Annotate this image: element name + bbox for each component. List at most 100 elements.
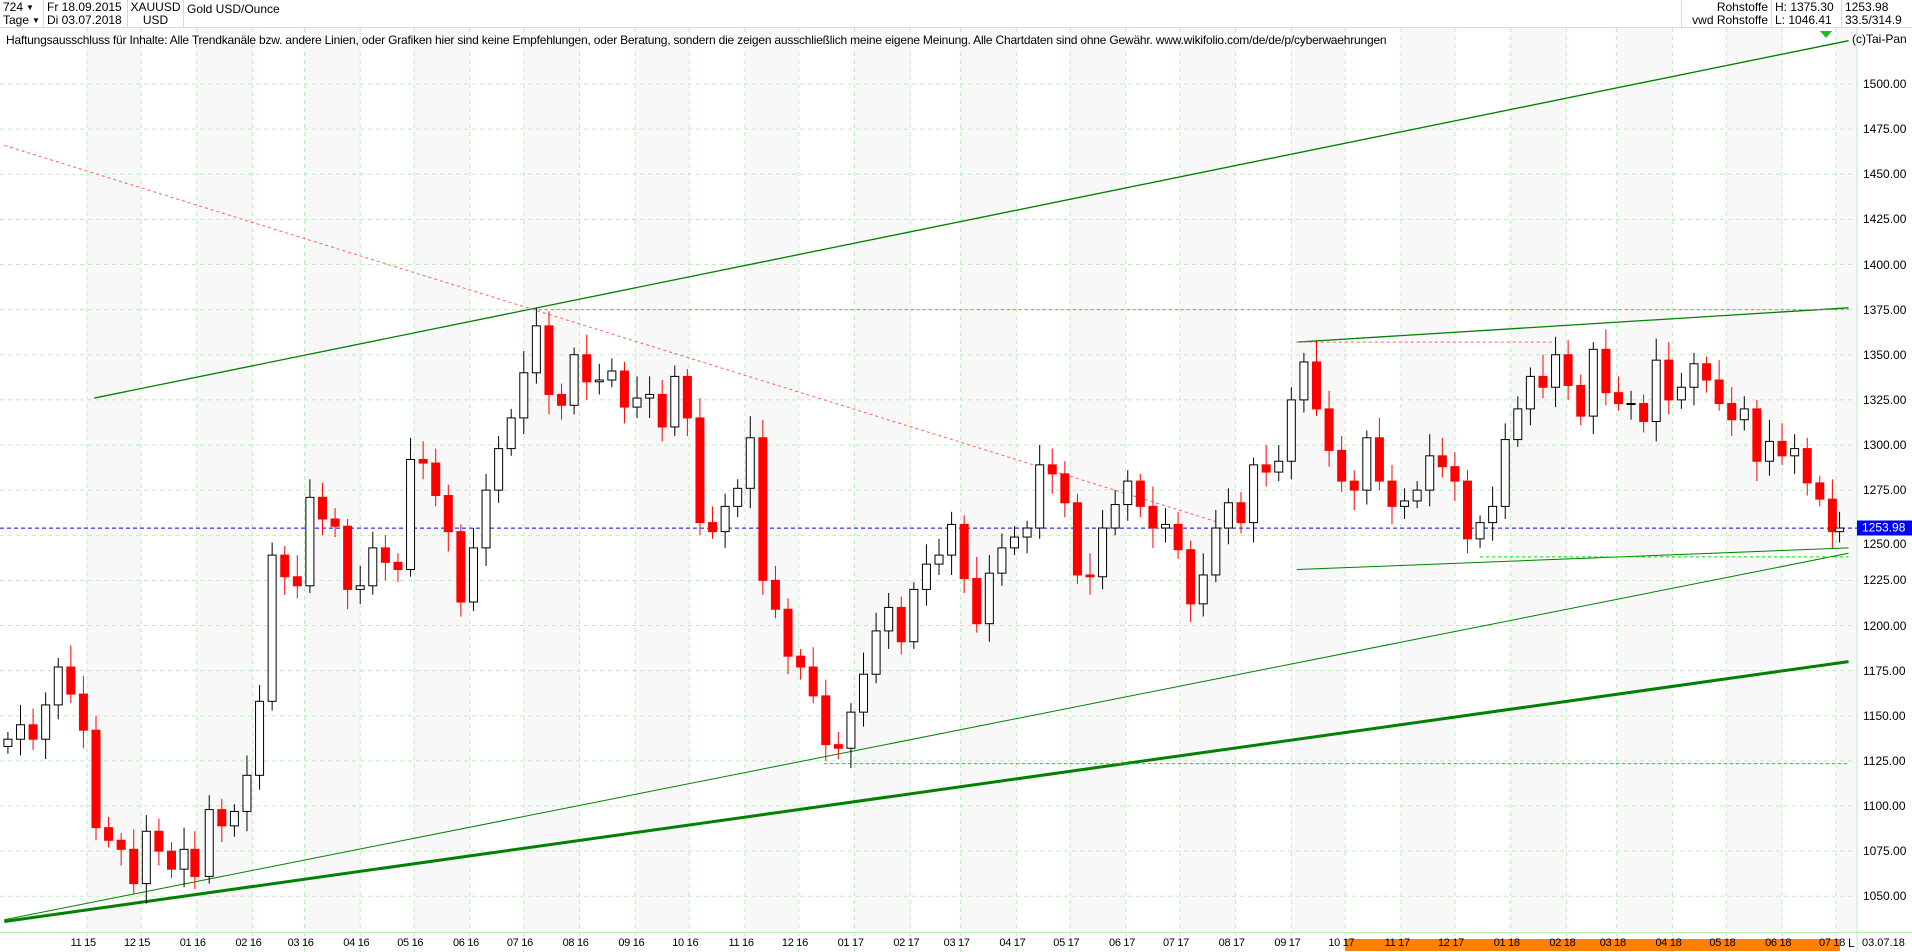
candle-up xyxy=(1223,502,1233,529)
candle-up xyxy=(670,375,680,428)
trendline xyxy=(94,40,1849,399)
candle-up xyxy=(1035,464,1045,529)
candle-down xyxy=(1664,359,1674,401)
month-tick-label: 09 16 xyxy=(618,937,645,949)
candle-up xyxy=(846,711,856,749)
candle-down xyxy=(1387,480,1397,507)
symbol: XAUUSD xyxy=(130,0,181,14)
candle-up xyxy=(884,606,894,632)
candle-down xyxy=(129,848,139,885)
candle-up xyxy=(406,458,416,571)
candle-up xyxy=(997,547,1007,574)
candle-up xyxy=(519,372,529,419)
candle-down xyxy=(896,606,906,643)
candle-down xyxy=(1752,408,1762,462)
candle-down xyxy=(1815,482,1825,500)
candle-down xyxy=(190,848,200,877)
candle-up xyxy=(1626,402,1636,405)
trendline xyxy=(4,660,1849,924)
candle-up xyxy=(481,489,491,549)
interval-select[interactable]: Tage ▼ xyxy=(3,13,40,27)
candle-up xyxy=(1274,460,1284,473)
candle-down xyxy=(1827,498,1837,533)
candle-up xyxy=(607,370,617,381)
candle-down xyxy=(431,462,441,497)
candle-up xyxy=(1198,574,1208,605)
category: Rohstoffe xyxy=(1716,0,1768,14)
month-tick-label: 11 17 xyxy=(1384,937,1411,949)
candle-up xyxy=(355,585,365,590)
month-tick-label: 12 15 xyxy=(124,937,151,949)
current-date: 03.07.18 xyxy=(1862,937,1905,949)
month-tick-label: 05 16 xyxy=(397,937,424,949)
extra-value: 33.5/314.9 xyxy=(1845,12,1902,27)
month-tick-label: 08 17 xyxy=(1218,937,1245,949)
candle-down xyxy=(1613,392,1623,404)
candle-up xyxy=(229,810,239,827)
instrument-name: Gold USD/Ounce xyxy=(187,2,280,16)
price-tick-label: 1150.00 xyxy=(1863,708,1906,723)
candle-down xyxy=(582,354,592,383)
price-tick-label: 1225.00 xyxy=(1863,573,1907,588)
candle-down xyxy=(292,576,302,587)
low-value: L: 1046.41 xyxy=(1775,12,1832,27)
disclaimer: Haftungsausschluss für Inhalte: Alle Tre… xyxy=(6,33,1387,47)
candle-up xyxy=(1362,437,1372,491)
price-tick-label: 1400.00 xyxy=(1863,257,1907,272)
month-band xyxy=(854,28,911,932)
month-band xyxy=(304,28,361,932)
price-tick-label: 1275.00 xyxy=(1863,483,1907,498)
month-tick-label: 05 18 xyxy=(1709,937,1736,949)
candle-up xyxy=(859,673,869,713)
price-tick-label: 1075.00 xyxy=(1863,844,1907,859)
candle-up xyxy=(1651,359,1661,423)
candle-down xyxy=(116,839,126,850)
month-tick-label: 03 18 xyxy=(1599,937,1626,949)
marker-triangle-icon xyxy=(1820,31,1832,38)
month-tick-label: 12 16 xyxy=(781,937,808,949)
month-tick-label: 07 18 xyxy=(1819,937,1846,949)
candle-up xyxy=(3,738,13,747)
scale-mode[interactable]: L xyxy=(1848,936,1855,950)
range-highlight-bar xyxy=(1345,939,1840,951)
candle-up xyxy=(632,397,642,408)
candle-up xyxy=(745,437,755,489)
month-tick-label: 08 16 xyxy=(562,937,589,949)
candle-down xyxy=(1714,379,1724,404)
candle-up xyxy=(1676,386,1686,401)
month-tick-label: 07 16 xyxy=(506,937,533,949)
candle-down xyxy=(166,850,176,870)
candle-up xyxy=(41,704,51,740)
header-selectors: 724 ▼ Tage ▼ xyxy=(0,0,44,27)
date-range: Fr 18.09.2015 Di 03.07.2018 xyxy=(44,0,128,27)
month-band xyxy=(1726,28,1783,932)
price-tick-label: 1200.00 xyxy=(1863,618,1907,633)
price-tick-label: 1250.00 xyxy=(1863,537,1907,552)
candle-down xyxy=(330,518,340,527)
symbol-cell: XAUUSD USD xyxy=(128,0,184,27)
candle-up xyxy=(569,354,579,406)
candle-down xyxy=(1450,466,1460,482)
candle-up xyxy=(1110,504,1120,529)
candle-down xyxy=(1324,408,1334,451)
bar-count-select[interactable]: 724 ▼ xyxy=(3,0,40,14)
month-tick-label: 01 16 xyxy=(179,937,206,949)
candle-up xyxy=(733,487,743,507)
month-tick-label: 04 18 xyxy=(1655,937,1682,949)
price-tick-label: 1125.00 xyxy=(1863,753,1906,768)
candle-down xyxy=(317,496,327,520)
candle-up xyxy=(1010,536,1020,549)
candle-up xyxy=(506,417,516,450)
to-date: Di 03.07.2018 xyxy=(47,12,122,27)
candle-up xyxy=(934,554,944,565)
price-tick-label: 1475.00 xyxy=(1863,122,1907,137)
month-band xyxy=(1835,28,1857,932)
candle-down xyxy=(217,809,227,827)
candle-down xyxy=(1261,464,1271,473)
bar-count: 724 xyxy=(3,0,24,14)
month-tick-label: 04 17 xyxy=(999,937,1026,949)
currency: USD xyxy=(142,12,169,27)
candle-down xyxy=(418,458,428,464)
candle-down xyxy=(783,608,793,657)
